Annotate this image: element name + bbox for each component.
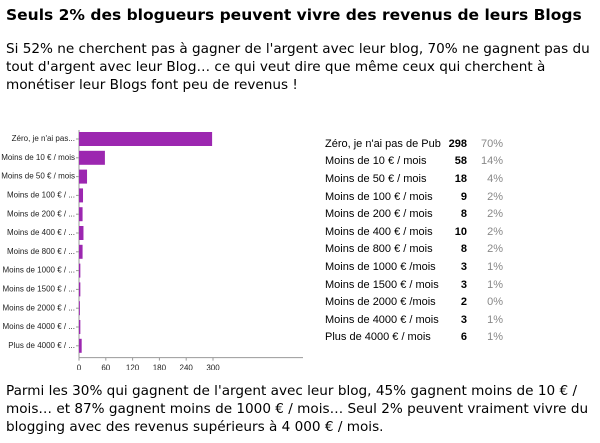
y-tick-label: Moins de 1500 € / ... [3, 285, 76, 294]
table-cell: 2% [487, 225, 503, 238]
y-tick-label: Moins de 2000 € / ... [3, 303, 76, 312]
bar [79, 188, 84, 203]
table-cell: 298 [448, 137, 467, 150]
table-cell: Moins de 1500 € / mois [325, 278, 439, 291]
table-cell: Moins de 10 € / mois [325, 155, 427, 168]
bar [79, 244, 83, 259]
table-cell: 2% [487, 190, 503, 203]
table-cell: 1% [487, 278, 503, 291]
bar [79, 320, 81, 334]
table-cell: 18 [454, 172, 467, 185]
table-cell: 1% [487, 260, 503, 273]
y-tick-label: Moins de 1000 € / ... [3, 266, 76, 275]
table-row: Moins de 10 € / mois 58 14% [325, 153, 503, 171]
y-tick-label: Moins de 400 € / ... [7, 228, 75, 237]
table-cell: 0% [487, 296, 503, 309]
bar [79, 338, 82, 353]
table-cell: Plus de 4000 € / mois [325, 331, 431, 344]
table-cell: 10 [454, 225, 467, 238]
bar [79, 169, 88, 184]
data-table: Zéro, je n'ai pas de Pub 298 70% Moins de 1… [325, 135, 503, 346]
y-tick-label: Moins de 100 € / ... [7, 191, 75, 200]
chart: 0 60 120 180 240 300 Zéro, je n'ai pas... Moins… [1, 130, 303, 370]
x-tick-label: 180 [153, 364, 167, 370]
table-cell: Moins de 800 € / mois [325, 243, 433, 256]
x-tick-label: 120 [126, 364, 140, 370]
table-cell: 14% [480, 155, 503, 168]
table-row: Moins de 2000 € /mois 2 0% [325, 293, 503, 311]
table-cell: Moins de 2000 € /mois [325, 296, 436, 309]
y-tick-label: Moins de 4000 € / ... [3, 322, 76, 331]
x-tick-label: 300 [206, 364, 220, 370]
table-row: Moins de 400 € / mois 10 2% [325, 223, 503, 241]
table-row: Moins de 800 € / mois 8 2% [325, 241, 503, 259]
y-tick-label: Plus de 4000 € / ... [8, 341, 75, 350]
bar [79, 226, 84, 240]
table-row: Moins de 1500 € / mois 3 1% [325, 276, 503, 294]
table-cell: Moins de 50 € / mois [325, 172, 427, 185]
table-cell: Moins de 200 € / mois [325, 208, 433, 221]
table-row: Plus de 4000 € / mois 6 1% [325, 329, 503, 347]
table-cell: Moins de 400 € / mois [325, 225, 433, 238]
table-cell: 58 [454, 155, 467, 168]
outro: Parmi les 30% qui gagnent de l'argent av… [6, 383, 589, 435]
table-cell: 2% [487, 243, 503, 256]
table-cell: Moins de 1000 € /mois [325, 260, 436, 273]
table-cell: 70% [480, 137, 503, 150]
y-tick-label: Moins de 800 € / ... [7, 247, 75, 256]
table-cell: 1% [487, 331, 503, 344]
x-tick-label: 0 [77, 364, 82, 370]
table-cell: 6 [460, 331, 467, 344]
bar [79, 207, 83, 222]
table-cell: 3 [460, 260, 467, 273]
bar [79, 301, 80, 316]
x-tick-label: 240 [180, 364, 194, 370]
y-tick-label: Moins de 50 € / mois [1, 172, 75, 181]
bar [79, 263, 81, 278]
table-cell: 1% [487, 313, 503, 326]
table-cell: 2 [460, 296, 467, 309]
table-row: Moins de 4000 € / mois 3 1% [325, 311, 503, 329]
table-cell: 3 [460, 278, 467, 291]
table-cell: 9 [460, 190, 467, 203]
table-cell: Zéro, je n'ai pas de Pub [325, 137, 441, 150]
table-cell: 2% [487, 208, 503, 221]
title: Seuls 2% des blogueurs peuvent vivre des… [6, 6, 582, 24]
table-cell: 8 [460, 208, 467, 221]
x-tick-label: 60 [101, 364, 110, 370]
bar [79, 150, 105, 165]
bar [79, 132, 213, 146]
table-row: Zéro, je n'ai pas de Pub 298 70% [325, 135, 503, 153]
table-cell: 8 [460, 243, 467, 256]
table-cell: Moins de 100 € / mois [325, 190, 433, 203]
table-row: Moins de 100 € / mois 9 2% [325, 188, 503, 206]
intro: Si 52% ne cherchent pas à gagner de l'ar… [6, 41, 590, 93]
table-row: Moins de 200 € / mois 8 2% [325, 205, 503, 223]
table-cell: 3 [460, 313, 467, 326]
table-cell: Moins de 4000 € / mois [325, 313, 439, 326]
table-row: Moins de 1000 € /mois 3 1% [325, 258, 503, 276]
y-tick-label: Moins de 10 € / mois [1, 153, 75, 162]
table-row: Moins de 50 € / mois 18 4% [325, 170, 503, 188]
table-cell: 4% [487, 172, 503, 185]
y-tick-label: Moins de 200 € / ... [7, 209, 75, 218]
bar [79, 282, 81, 297]
y-tick-label: Zéro, je n'ai pas... [12, 134, 75, 143]
